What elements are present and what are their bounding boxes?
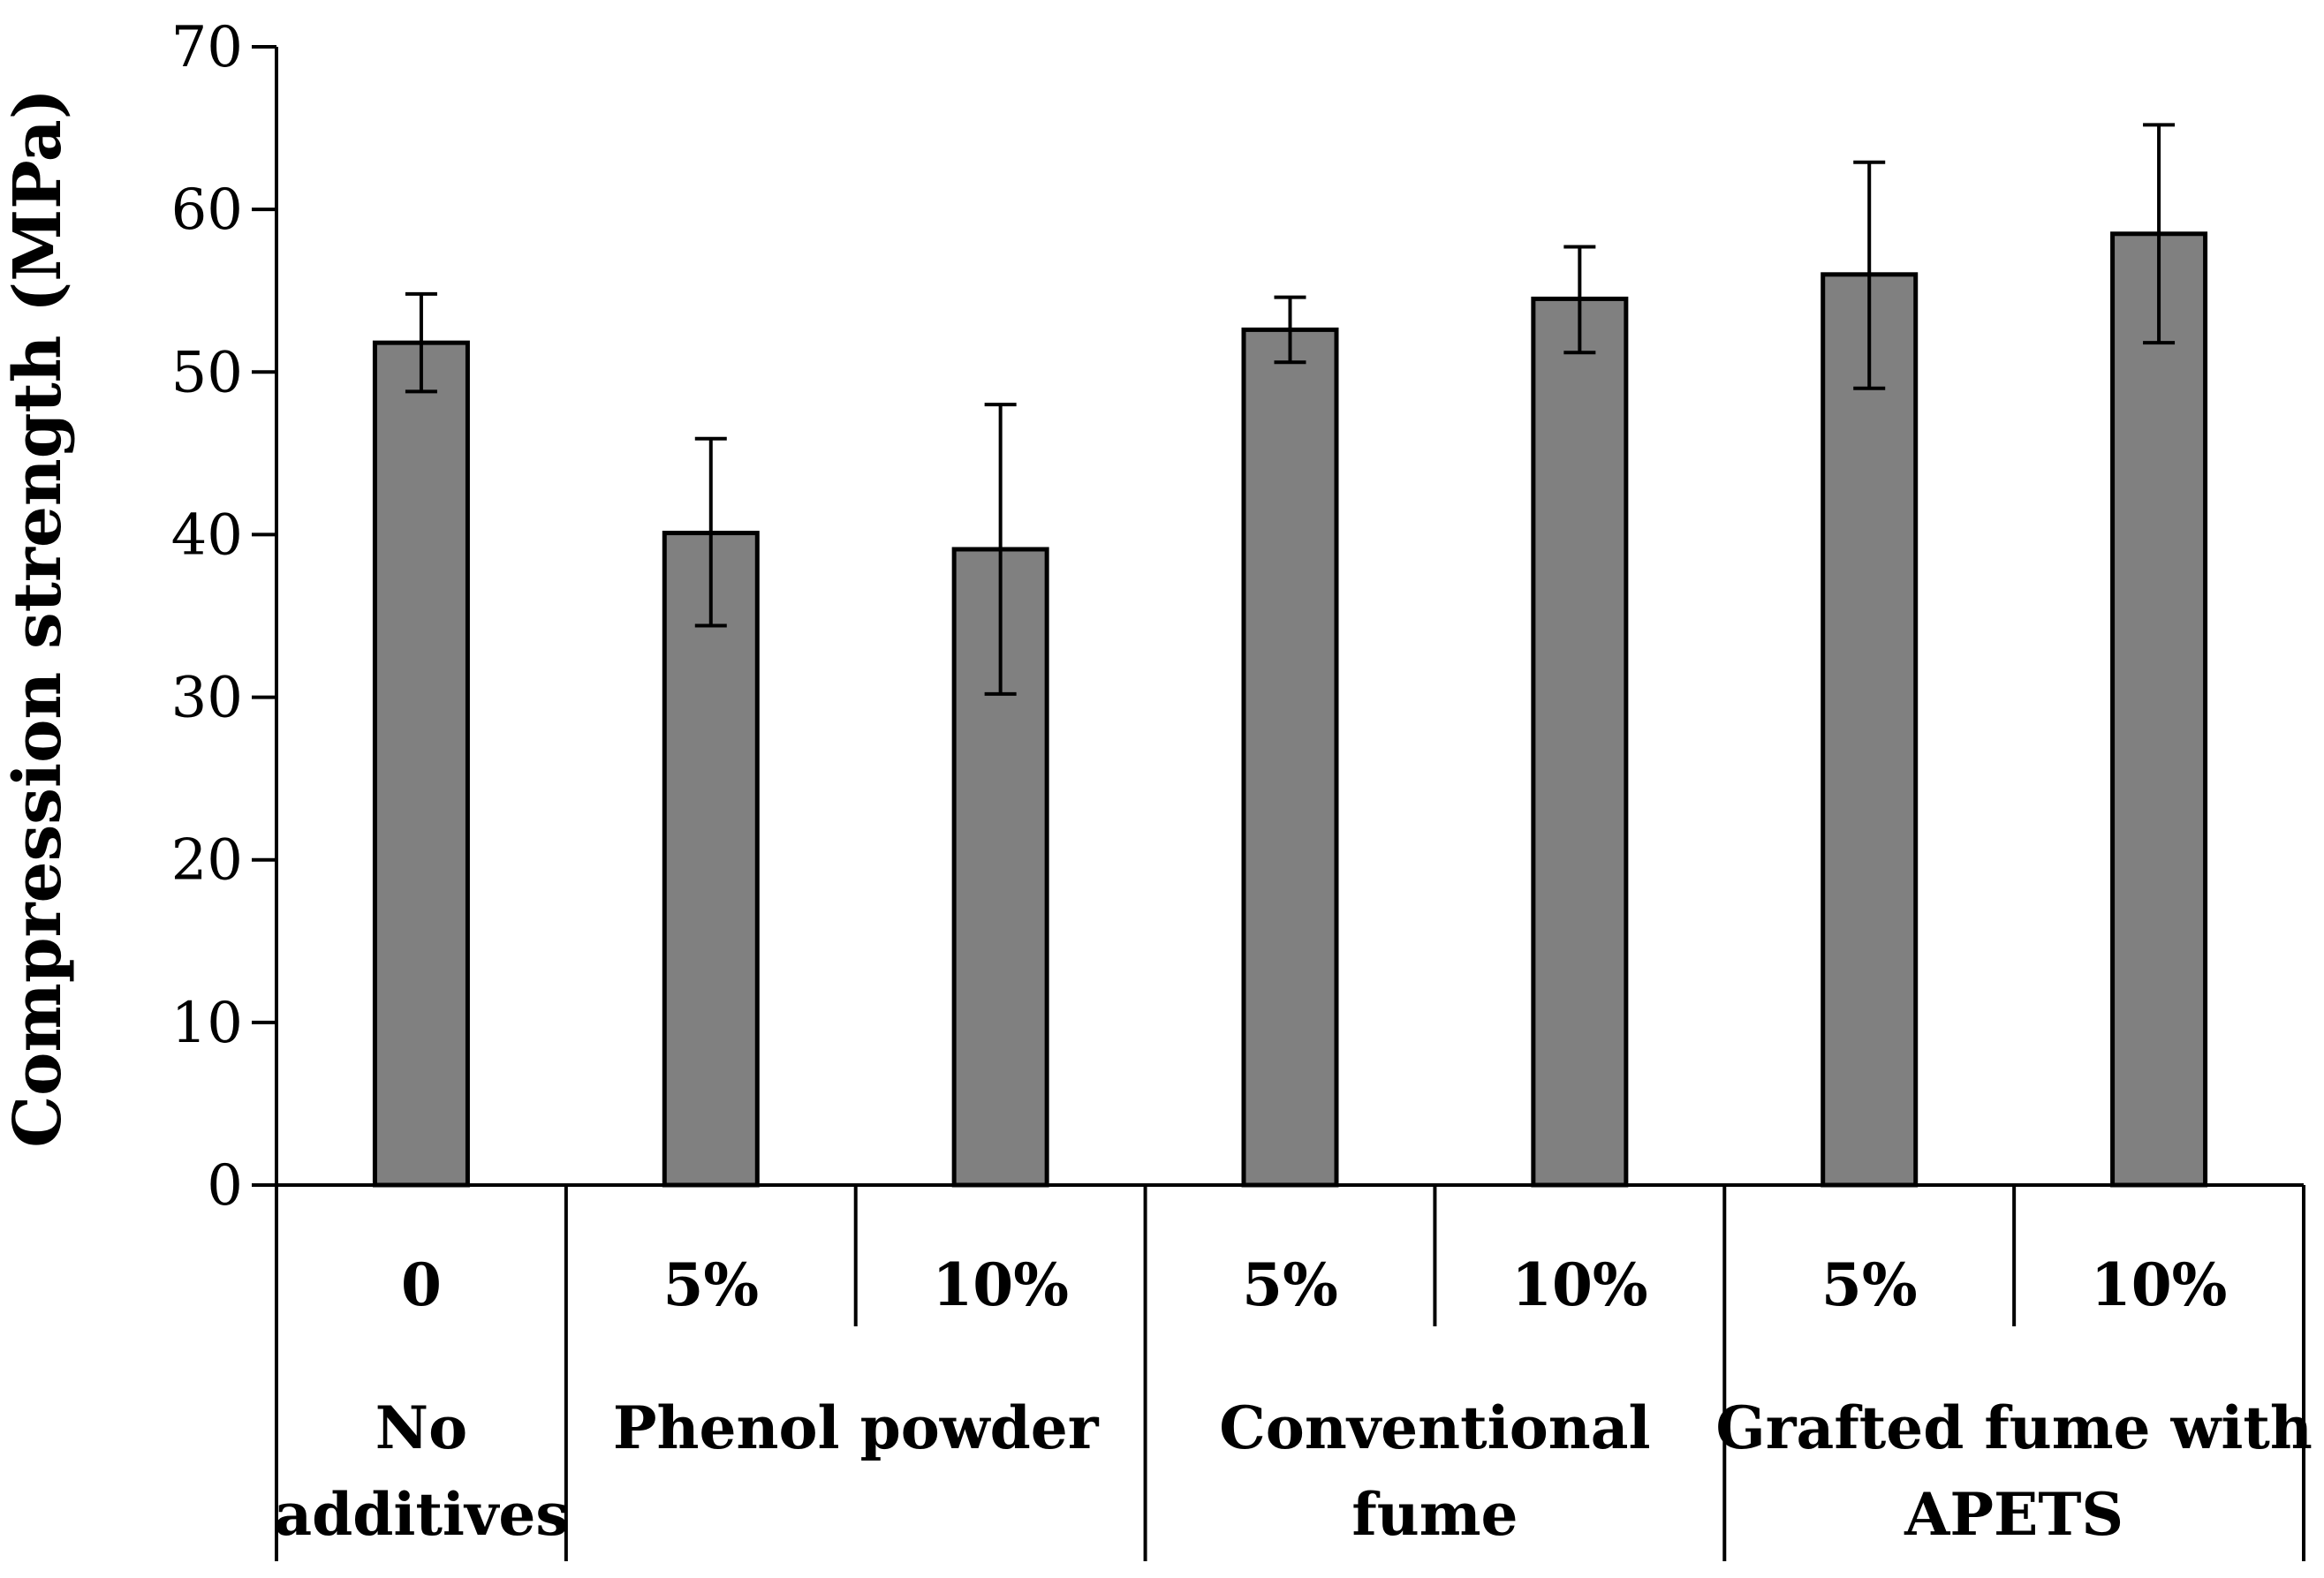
- group-label: Conventional fume: [1219, 1393, 1650, 1549]
- y-tick-label: 10: [171, 991, 243, 1056]
- y-tick-label: 40: [171, 502, 243, 568]
- group-label-line: Phenol powder: [613, 1393, 1100, 1462]
- bar: [1241, 327, 1339, 1188]
- y-axis-label: Compression strength (MPa): [0, 88, 76, 1147]
- bar: [1821, 272, 1919, 1188]
- category-label: 10%: [1511, 1250, 1648, 1319]
- category-label: 5%: [662, 1250, 759, 1319]
- error-bars: [405, 123, 2176, 696]
- category-label: 5%: [1242, 1250, 1338, 1319]
- category-label: 10%: [2091, 1250, 2228, 1319]
- bars: [372, 231, 2208, 1188]
- y-tick-label: 20: [171, 828, 243, 894]
- group-label-line: additives: [274, 1480, 568, 1549]
- y-axis: 0 10 20 30 40 50 60 70: [171, 15, 2304, 1219]
- group-label-line: Grafted fume with: [1715, 1393, 2312, 1462]
- bar: [2110, 231, 2208, 1188]
- bar: [372, 340, 470, 1188]
- group-label-line: No: [375, 1393, 467, 1462]
- y-tick-label: 30: [171, 666, 243, 731]
- group-label: Phenol powder: [613, 1393, 1100, 1462]
- y-tick-label: 0: [207, 1153, 243, 1219]
- group-label: No additives: [274, 1393, 568, 1549]
- bar: [1531, 296, 1629, 1188]
- category-table: 0 5% 10% 5% 10% 5% 10% No additives Phenol powder…: [274, 1185, 2313, 1561]
- group-label-line: Conventional: [1219, 1393, 1650, 1462]
- category-label: 0: [401, 1250, 442, 1319]
- group-label-line: APETS: [1904, 1480, 2123, 1549]
- category-label: 5%: [1821, 1250, 1918, 1319]
- y-tick-label: 50: [171, 340, 243, 405]
- bar: [662, 531, 760, 1188]
- category-label: 10%: [932, 1250, 1069, 1319]
- y-tick-label: 60: [171, 177, 243, 243]
- group-label-line: fume: [1351, 1480, 1518, 1549]
- group-label: Grafted fume with APETS: [1715, 1393, 2312, 1549]
- y-tick-label: 70: [171, 15, 243, 80]
